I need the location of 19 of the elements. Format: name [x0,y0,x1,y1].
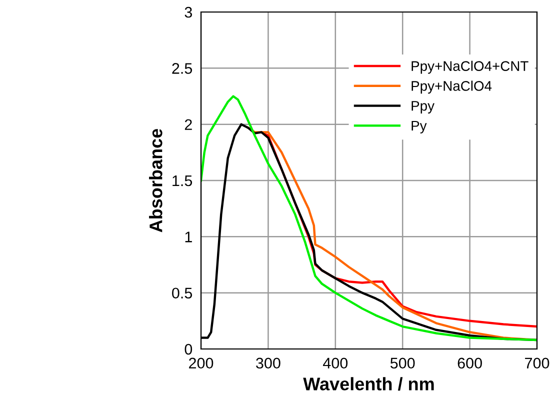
y-tick-label: 0 [184,344,192,355]
x-tick-label: 400 [323,358,348,369]
legend-label: Ppy [412,101,434,114]
y-tick-label: 2 [184,119,192,130]
x-tick-label: 200 [189,358,214,369]
y-tick-label: 1 [185,232,192,242]
y-tick-label: 1.5 [172,176,192,186]
legend-label: Ppy+NaClO4+CNT [412,60,528,74]
legend-label: Py [412,120,427,134]
x-axis-title: Wavelenth / nm [303,377,434,391]
x-tick-label: 700 [525,358,550,369]
x-tick-label: 600 [458,358,482,369]
y-tick-label: 0.5 [172,288,192,299]
y-axis-title: Absorbance [149,128,162,232]
legend-label: Ppy+NaClO4 [412,80,492,94]
y-tick-label: 3 [184,6,192,18]
x-tick-label: 300 [256,358,280,369]
x-tick-label: 500 [390,358,415,369]
y-tick-label: 2.5 [172,63,192,74]
